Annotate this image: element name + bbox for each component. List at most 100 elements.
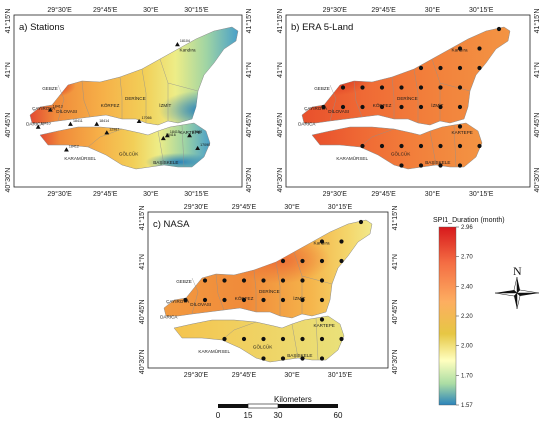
y-tick-label: 41°15'N (391, 206, 399, 231)
grid-point-marker (457, 46, 463, 51)
x-tick-label: 29°45'E (371, 190, 396, 198)
colorbar-ramp (438, 226, 457, 406)
scale-bar-tick-label: 0 (216, 411, 221, 420)
grid-point-marker (457, 85, 463, 90)
colorbar-tick-label: 1.57 (461, 403, 473, 409)
x-tick-label: 29°30'E (47, 6, 72, 14)
y-tick-label: 40°30'N (391, 349, 399, 374)
grid-point-marker (418, 163, 424, 168)
grid-point-marker (477, 46, 482, 51)
district-label: KARAMÜRSEL (198, 348, 230, 354)
grid-point-marker (438, 104, 443, 110)
colorbar-tick-label: 2.00 (461, 344, 473, 350)
station-marker (35, 124, 41, 129)
x-tick-label: 29°30'E (323, 6, 348, 14)
district-boundaries (329, 58, 471, 168)
y-tick-label: 41°N (276, 62, 284, 78)
station-id-label: 17680 (192, 130, 202, 134)
x-tick-label: 30°E (284, 203, 300, 211)
grid-point-marker (379, 143, 385, 149)
grid-point-marker (300, 297, 305, 303)
x-tick-label: 29°30'E (184, 203, 209, 211)
grid-point-marker (300, 278, 305, 283)
grid-point-marker (280, 297, 286, 303)
station-id-label: 18415 (170, 130, 180, 134)
grid-point-marker (319, 239, 325, 244)
grid-point-marker (457, 65, 463, 71)
colorbar-tick-label: 2.40 (461, 284, 473, 290)
y-tick-label: 41°N (533, 62, 541, 78)
panel-title: b) ERA 5-Land (291, 22, 353, 33)
x-tick-label: 29°45'E (371, 6, 396, 14)
grid-point-marker (261, 278, 266, 283)
y-tick-label: 40°45'N (245, 113, 253, 138)
grid-point-marker (280, 258, 286, 264)
panel-title: a) Stations (19, 22, 65, 33)
station-marker (187, 133, 192, 138)
district-label: KARTEPE (180, 130, 201, 135)
grid-point-marker (241, 297, 247, 303)
grid-point-marker (183, 297, 188, 303)
colorbar-tick-label: 2.70 (461, 255, 473, 261)
grid-point-marker (319, 278, 325, 283)
scale-bar: Kilometers 0 15 30 60 (216, 395, 343, 420)
panel-nasa: c) NASA GEBZEÇAYIROVADARICADİLOVASIKÖRFE… (147, 211, 389, 369)
y-tick-label: 40°45'N (4, 113, 12, 138)
station-marker (104, 130, 110, 135)
y-tick-label: 40°30'N (533, 168, 541, 193)
station-marker (94, 121, 100, 126)
scale-bar-label: Kilometers (274, 395, 312, 404)
x-tick-label: 29°30'E (184, 371, 209, 379)
x-tick-label: 30°E (284, 371, 300, 379)
x-tick-label: 30°15'E (184, 6, 209, 14)
colorbar-title: SPI1_Duration (month) (433, 217, 505, 224)
x-tick-label: 29°45'E (93, 190, 118, 198)
grid-point-marker (340, 104, 346, 110)
district-label: ÇAYIROVA (304, 106, 328, 111)
station-marker (68, 121, 73, 126)
station-marker (136, 118, 142, 124)
axis-ticks: 29°30'E 29°30'E 29°45'E 29°45'E 30°E 30°E 30°1… (4, 6, 541, 379)
grid-point-marker (300, 356, 305, 361)
district-label: KÖRFEZ (101, 102, 120, 108)
station-marker (64, 147, 69, 152)
station-marker (195, 145, 201, 151)
y-tick-label: 40°45'N (533, 113, 541, 138)
district-label: DİLOVASI (328, 108, 349, 114)
grid-point-marker (360, 85, 365, 90)
station-marker (160, 135, 166, 141)
grid-point-marker (319, 336, 325, 342)
district-label: BAŞİSKELE (153, 159, 178, 165)
district-label: KARAMÜRSEL (64, 155, 96, 161)
grid-point-marker (399, 104, 404, 110)
x-tick-label: 30°15'E (469, 190, 494, 198)
grid-point-marker (477, 143, 482, 149)
grid-point-marker (339, 239, 344, 244)
scale-bar-tick-label: 60 (334, 411, 343, 420)
x-tick-label: 29°30'E (47, 190, 72, 198)
district-label: İZMİT (431, 102, 443, 108)
grid-point-marker (319, 356, 325, 361)
grid-point-marker (319, 297, 325, 303)
grid-point-marker (438, 143, 443, 149)
grid-point-marker (222, 336, 227, 342)
district-label: İZMİT (293, 295, 305, 301)
district-label: ÇAYIROVA (166, 299, 190, 304)
station-id-label: 18414 (99, 119, 109, 123)
grid-point-marker (202, 278, 208, 283)
panel-title: c) NASA (153, 219, 190, 230)
grid-point-marker (496, 26, 502, 32)
district-label: DERİNCE (259, 288, 280, 294)
district-boundaries (57, 58, 199, 168)
station-id-label: 18410 (41, 122, 51, 126)
district-label: DARICA (26, 122, 44, 127)
grid-point-marker (300, 258, 305, 264)
station-id-label: 18104 (180, 39, 190, 43)
colorbar-tick-label: 2.96 (461, 225, 473, 231)
grid-point-marker (457, 143, 463, 149)
x-tick-label: 29°30'E (323, 190, 348, 198)
district-label: Kandıra (180, 48, 197, 53)
grid-point-marker (339, 336, 344, 342)
y-tick-label: 41°N (391, 254, 399, 270)
district-label: GÖLCÜK (391, 151, 411, 157)
